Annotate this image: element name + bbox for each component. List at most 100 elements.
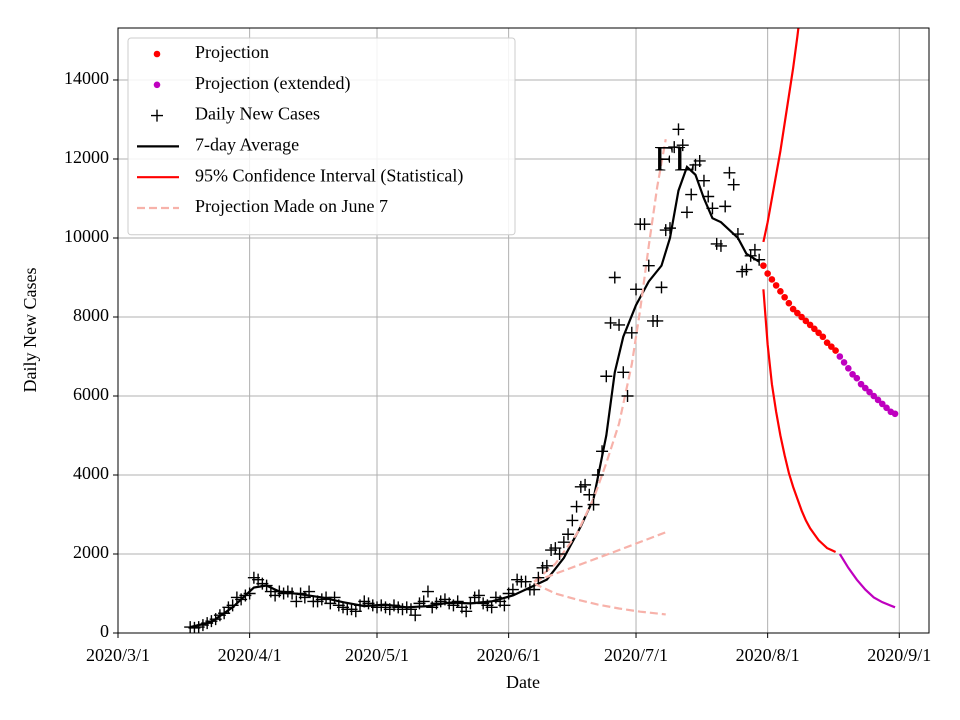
point [753, 253, 766, 266]
point [519, 575, 532, 588]
point [596, 445, 609, 458]
point [794, 309, 801, 317]
point [226, 599, 239, 612]
point [651, 314, 664, 327]
point [731, 228, 744, 241]
point [862, 384, 869, 392]
line [533, 531, 667, 583]
point [540, 559, 553, 572]
point [870, 392, 878, 400]
x-tick-label: 2020/3/1 [86, 645, 150, 665]
point [672, 123, 685, 136]
line [838, 553, 896, 609]
y-tick-label: 2000 [73, 542, 109, 562]
point [472, 589, 485, 602]
point [878, 400, 886, 408]
point [832, 347, 839, 354]
point [676, 139, 689, 152]
point [706, 202, 719, 215]
point [874, 396, 882, 404]
point [608, 271, 621, 284]
point [768, 276, 776, 283]
line [533, 139, 667, 583]
point [625, 326, 638, 339]
point [845, 365, 852, 372]
point [697, 174, 710, 187]
y-axis-label: Daily New Cases [20, 268, 40, 393]
point [819, 333, 827, 341]
point [243, 587, 256, 600]
legend-label: Projection [195, 42, 269, 62]
legend-label: Daily New Cases [195, 104, 320, 124]
point [579, 478, 592, 491]
point [485, 601, 498, 614]
legend-marker [151, 109, 163, 122]
point [811, 325, 818, 333]
point [566, 514, 579, 527]
point [714, 239, 727, 252]
point [591, 468, 604, 481]
y-tick-label: 10000 [64, 226, 109, 246]
x-axis-label: Date [506, 672, 540, 692]
point [802, 317, 810, 325]
ticks: 2020/3/1 2020/4/1 2020/5/1 2020/6/1 2020/7/1… [64, 68, 931, 665]
legend-box [127, 37, 516, 236]
point [789, 305, 797, 313]
legend-label: Projection (extended) [195, 73, 350, 94]
point [891, 410, 899, 418]
point [798, 313, 805, 321]
point [638, 218, 651, 231]
point [421, 585, 434, 598]
point [685, 188, 698, 201]
point [853, 374, 861, 382]
line [533, 582, 666, 616]
point [668, 141, 681, 154]
point [600, 370, 613, 383]
point [777, 288, 784, 295]
point [760, 262, 767, 269]
point [621, 389, 634, 402]
point [642, 259, 655, 272]
point [781, 293, 788, 301]
point [613, 318, 626, 331]
point [693, 154, 706, 167]
point [828, 343, 835, 350]
point [866, 388, 873, 396]
point [740, 263, 753, 276]
plot-area [184, 28, 899, 633]
y-tick-label: 6000 [73, 384, 109, 404]
x-tick-label: 2020/5/1 [345, 645, 409, 665]
point [557, 536, 570, 549]
x-tick-label: 2020/4/1 [218, 645, 282, 665]
y-tick-label: 0 [100, 621, 109, 641]
point [748, 243, 761, 256]
point [883, 404, 890, 412]
point [663, 222, 676, 235]
point [772, 282, 780, 289]
y-tick-label: 4000 [73, 463, 109, 483]
x-tick-label: 2020/7/1 [604, 645, 668, 665]
annotation: FL [654, 138, 696, 178]
point [785, 299, 793, 307]
point [630, 283, 643, 296]
point [409, 609, 422, 622]
point [806, 321, 814, 329]
point [840, 359, 848, 366]
point [764, 270, 771, 277]
point [604, 316, 617, 329]
point [617, 366, 630, 379]
x-tick-label: 2020/9/1 [867, 645, 931, 665]
point [680, 206, 693, 219]
legend-label: Projection Made on June 7 [195, 196, 388, 216]
point [823, 339, 831, 346]
legend-marker [153, 50, 161, 58]
point [303, 585, 316, 598]
y-tick-label: 14000 [64, 68, 109, 88]
point [587, 498, 600, 511]
point [498, 599, 511, 612]
point [532, 571, 545, 584]
legend-label: 95% Confidence Interval (Statistical) [195, 165, 463, 186]
x-tick-label: 2020/8/1 [736, 645, 800, 665]
legend: Projection Projection (extended) Daily New… [127, 37, 516, 236]
